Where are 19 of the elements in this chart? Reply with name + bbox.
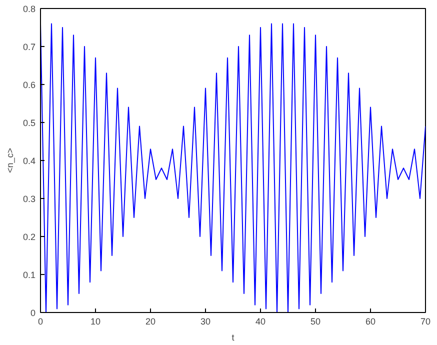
x-tick-label: 40 — [255, 316, 266, 326]
y-tick-label: 0.7 — [22, 42, 36, 52]
x-tick-label: 20 — [145, 316, 156, 326]
y-tick-label: 0.6 — [22, 80, 36, 90]
x-axis-title: t — [232, 332, 235, 342]
x-tick-label: 0 — [38, 316, 44, 326]
x-tick-label: 50 — [310, 316, 321, 326]
y-tick-label: 0.3 — [22, 194, 36, 204]
x-tick-label: 10 — [90, 316, 101, 326]
y-tick-label: 0.5 — [22, 118, 36, 128]
y-tick-label: 0.4 — [22, 156, 36, 166]
y-tick-label: 0.1 — [22, 270, 36, 280]
y-tick-label: 0.8 — [22, 4, 36, 14]
y-tick-label: 0 — [30, 308, 36, 318]
y-tick-label: 0.2 — [22, 232, 36, 242]
y-axis-title: <n_c> — [4, 148, 15, 174]
x-tick-label: 60 — [365, 316, 376, 326]
x-tick-label: 30 — [200, 316, 211, 326]
x-tick-label: 70 — [420, 316, 431, 326]
